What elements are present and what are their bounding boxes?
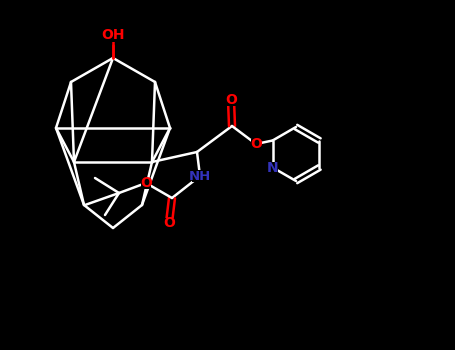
Bar <box>141 177 151 189</box>
Bar <box>192 170 208 182</box>
Text: O: O <box>163 216 175 230</box>
Text: N: N <box>267 161 278 175</box>
Text: O: O <box>225 93 237 107</box>
Bar <box>251 139 261 149</box>
Text: NH: NH <box>189 169 211 182</box>
Bar <box>226 94 236 105</box>
Bar <box>164 217 174 229</box>
Bar <box>268 162 278 173</box>
Text: O: O <box>140 176 152 190</box>
Text: OH: OH <box>101 28 125 42</box>
Text: O: O <box>250 137 262 151</box>
Bar <box>102 28 124 42</box>
